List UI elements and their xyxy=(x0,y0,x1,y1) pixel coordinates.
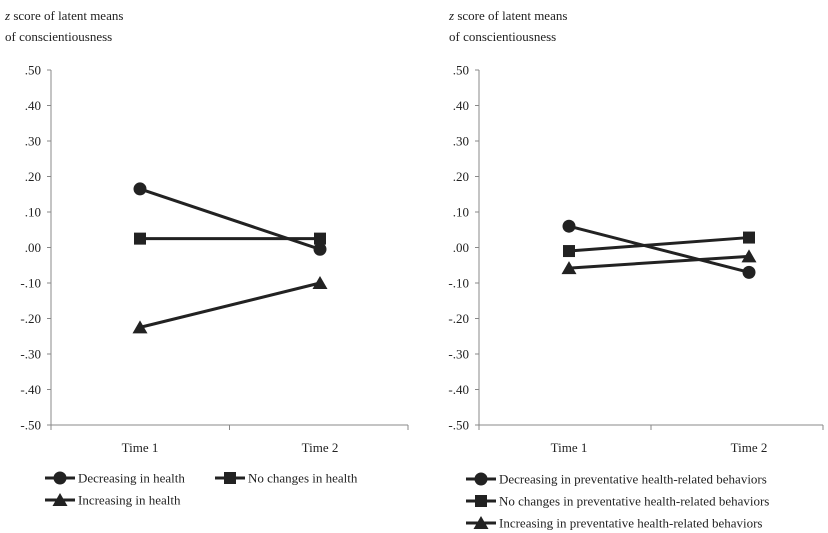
legend-swatch-marker xyxy=(52,493,68,506)
y-axis-title-line2: of conscientiousness xyxy=(449,29,556,44)
series-1-point xyxy=(742,265,756,279)
legend-label: Increasing in preventative health-relate… xyxy=(499,516,763,531)
series-1-point xyxy=(133,182,147,196)
series-3-point xyxy=(741,249,757,263)
legend-label: No changes in health xyxy=(248,471,358,486)
legend-label: Increasing in health xyxy=(78,493,181,508)
series-line-3 xyxy=(139,281,321,329)
x-tick-label: Time 2 xyxy=(302,440,339,455)
series-line-1 xyxy=(568,224,750,274)
x-tick-label: Time 1 xyxy=(551,440,588,455)
series-3-point xyxy=(561,261,577,275)
y-tick-label: .10 xyxy=(453,205,469,220)
y-tick-label: .20 xyxy=(453,169,469,184)
y-tick-label: .20 xyxy=(25,169,41,184)
y-tick-label: .10 xyxy=(25,205,41,220)
y-tick-label: .50 xyxy=(453,63,469,78)
legend-label: Decreasing in health xyxy=(78,471,185,486)
series-2-point xyxy=(563,245,575,258)
y-tick-label: .40 xyxy=(453,98,469,113)
legend-swatch-marker xyxy=(473,516,489,529)
y-tick-label: .30 xyxy=(25,134,41,149)
y-tick-label: -.30 xyxy=(448,347,469,362)
y-tick-label: .50 xyxy=(25,63,41,78)
y-axis-title-rest: score of latent means xyxy=(10,8,123,23)
y-axis-title-italic: z xyxy=(448,8,454,23)
y-tick-label: -.10 xyxy=(20,276,41,291)
legend-label: Decreasing in preventative health-relate… xyxy=(499,472,767,487)
series-3-point xyxy=(132,320,148,334)
series-3-point xyxy=(312,276,328,289)
x-tick-label: Time 1 xyxy=(122,440,159,455)
chart-2: z score of latent means of conscientiousn… xyxy=(448,8,824,531)
y-tick-label: -.40 xyxy=(448,382,469,397)
y-tick-label: .40 xyxy=(25,98,41,113)
y-axis-title-rest: score of latent means xyxy=(454,8,567,23)
legend-swatch-marker xyxy=(474,472,488,486)
y-tick-label: -.30 xyxy=(20,347,41,362)
y-axis-title-italic: z xyxy=(4,8,10,23)
y-axis-title-line1: z score of latent means xyxy=(448,8,567,23)
legend-swatch-marker xyxy=(53,471,67,485)
y-tick-label: -.50 xyxy=(20,418,41,433)
y-tick-label: -.20 xyxy=(448,311,469,326)
y-tick-label: .00 xyxy=(453,240,469,255)
series-2-point xyxy=(134,232,146,245)
series-line-3 xyxy=(568,254,750,270)
y-tick-label: -.50 xyxy=(448,418,469,433)
chart-1: z score of latent means of conscientiousn… xyxy=(4,8,409,508)
y-tick-label: .00 xyxy=(25,240,41,255)
y-tick-label: .30 xyxy=(453,134,469,149)
series-1-point xyxy=(313,242,327,256)
series-2-point xyxy=(743,231,755,244)
y-tick-label: -.10 xyxy=(448,276,469,291)
legend-swatch-marker xyxy=(224,472,236,484)
legend-swatch-marker xyxy=(475,495,487,507)
series-2-point xyxy=(314,232,326,245)
y-tick-label: -.20 xyxy=(20,311,41,326)
series-line-1 xyxy=(139,187,321,251)
series-line-2 xyxy=(568,236,750,253)
series-1-point xyxy=(562,219,576,233)
y-axis-title-line1: z score of latent means xyxy=(4,8,123,23)
y-axis-title-line2: of conscientiousness xyxy=(5,29,112,44)
legend-label: No changes in preventative health-relate… xyxy=(499,494,769,509)
y-tick-label: -.40 xyxy=(20,382,41,397)
x-tick-label: Time 2 xyxy=(731,440,768,455)
